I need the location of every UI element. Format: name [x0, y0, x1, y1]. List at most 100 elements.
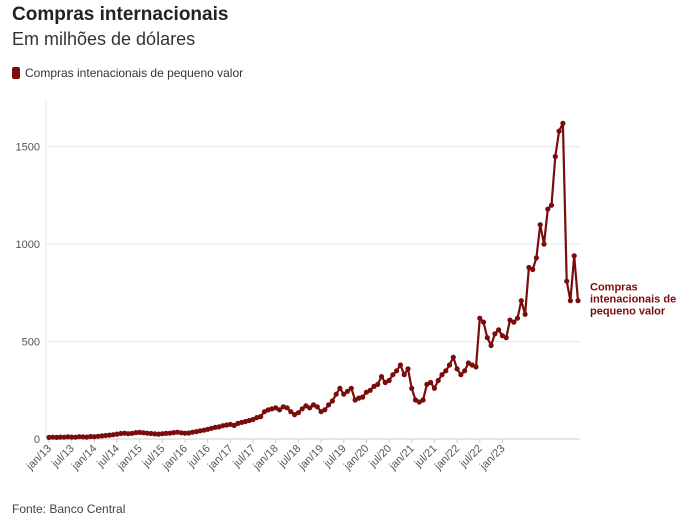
source-note: Fonte: Banco Central	[12, 502, 126, 516]
data-point	[496, 327, 502, 333]
x-tick-label: jan/15	[114, 443, 144, 473]
data-point	[69, 434, 75, 440]
data-point	[95, 433, 101, 439]
x-tick-label: jan/16	[160, 443, 190, 473]
legend: Compras intenacionais de pequeno valor	[12, 66, 243, 80]
data-point	[541, 241, 547, 247]
x-axis-tick-labels: jan/13jul/13jan/14jul/14jan/15jul/15jan/…	[24, 439, 508, 473]
data-point	[394, 368, 400, 374]
chart-subtitle: Em milhões de dólares	[12, 29, 196, 49]
data-point	[322, 407, 328, 413]
data-point	[80, 434, 86, 440]
data-point	[571, 253, 577, 259]
data-point	[386, 377, 392, 384]
series-line	[48, 122, 580, 439]
y-tick-label: 1500	[16, 142, 40, 154]
data-point	[344, 388, 351, 394]
data-point	[148, 430, 154, 437]
data-point	[575, 298, 581, 304]
y-axis-tick-labels: 0 500 1000 1500	[16, 142, 40, 446]
data-point	[88, 433, 94, 440]
data-point	[375, 381, 381, 387]
data-point	[492, 331, 498, 337]
y-tick-label: 1000	[16, 239, 40, 251]
end-label-line-2: intenacionais de	[590, 294, 676, 306]
data-point	[182, 430, 188, 436]
data-point	[409, 385, 415, 391]
data-point	[295, 410, 301, 416]
data-points	[46, 120, 581, 440]
data-point	[431, 385, 437, 391]
data-point	[76, 434, 82, 440]
data-point	[360, 394, 366, 400]
data-point	[65, 434, 71, 440]
data-point	[390, 372, 396, 378]
data-point	[533, 255, 540, 261]
data-point	[163, 430, 169, 436]
x-tick-label: jan/13	[24, 443, 54, 473]
data-point	[144, 430, 150, 436]
data-point	[537, 222, 543, 228]
x-tick-label: jan/22	[432, 443, 462, 473]
data-point	[314, 404, 320, 410]
data-point	[446, 362, 453, 368]
data-point	[333, 391, 339, 397]
data-point	[378, 374, 385, 380]
data-point	[435, 377, 441, 384]
data-point	[450, 354, 456, 360]
data-point	[341, 391, 347, 397]
data-point	[567, 298, 574, 304]
data-point	[560, 120, 566, 126]
data-point	[276, 407, 283, 413]
data-point	[284, 405, 290, 411]
data-point	[420, 397, 426, 403]
data-point	[443, 368, 449, 374]
data-point	[171, 430, 177, 436]
data-point	[299, 406, 305, 412]
data-point	[133, 430, 139, 436]
data-point	[518, 298, 524, 304]
data-point	[545, 206, 551, 212]
data-point	[458, 372, 464, 378]
grid-lines	[45, 100, 580, 440]
data-point	[367, 387, 373, 393]
data-point	[329, 398, 335, 404]
data-point	[156, 431, 162, 437]
data-point	[258, 414, 264, 420]
x-tick-label: jan/17	[205, 443, 235, 473]
data-point	[556, 128, 562, 134]
data-point	[522, 311, 528, 317]
data-point	[307, 405, 313, 411]
x-tick-label: jan/14	[69, 443, 99, 473]
data-point	[137, 429, 143, 435]
data-point	[514, 315, 521, 321]
data-point	[152, 431, 158, 437]
data-point	[484, 335, 490, 341]
data-point	[401, 372, 407, 378]
data-point	[511, 319, 517, 325]
data-point	[477, 315, 483, 321]
y-tick-label: 500	[22, 337, 40, 349]
end-label-line-3: pequeno valor	[590, 306, 666, 318]
legend-label: Compras intenacionais de pequeno valor	[25, 66, 244, 80]
data-point	[103, 432, 109, 439]
data-point	[462, 368, 468, 374]
data-point	[288, 409, 294, 415]
data-point	[125, 431, 131, 437]
x-tick-label: jan/21	[386, 443, 416, 473]
data-point	[473, 364, 479, 370]
x-tick-label: jan/19	[296, 443, 326, 473]
data-point	[480, 319, 487, 325]
data-point	[61, 434, 67, 440]
legend-swatch	[12, 67, 20, 79]
data-point	[564, 278, 570, 284]
data-point	[54, 434, 60, 440]
data-point	[57, 434, 63, 440]
data-point	[439, 372, 445, 378]
data-point	[99, 433, 105, 439]
data-point	[548, 202, 555, 208]
data-point	[530, 266, 536, 273]
data-point	[326, 402, 332, 408]
data-point	[397, 362, 403, 368]
